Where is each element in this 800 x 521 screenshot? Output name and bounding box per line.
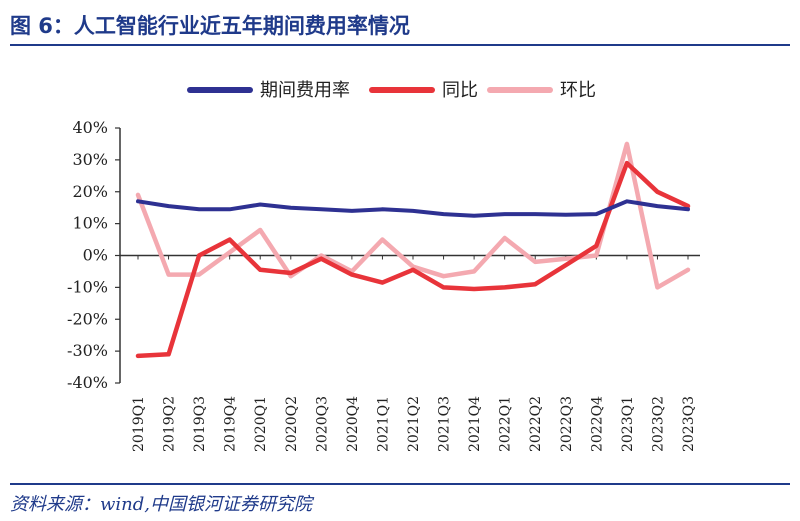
legend-label-3: 环比 xyxy=(560,80,596,101)
series-lines xyxy=(135,141,691,359)
x-tick-label: 2020Q4 xyxy=(345,396,361,452)
y-tick-label: 10% xyxy=(72,214,108,233)
source-note: 资料来源：wind,中国银河证券研究院 xyxy=(10,494,312,515)
x-tick-label: 2020Q1 xyxy=(253,396,269,452)
x-tick-label: 2023Q1 xyxy=(620,396,636,452)
x-tick-label: 2023Q3 xyxy=(681,396,697,452)
x-tick-label: 2021Q3 xyxy=(437,396,453,452)
legend-label-1: 期间费用率 xyxy=(260,80,350,101)
title-divider xyxy=(10,44,790,46)
y-tick-label: 40% xyxy=(72,118,108,137)
x-tick-label: 2021Q2 xyxy=(406,396,422,452)
series-line-1 xyxy=(136,199,690,218)
x-tick-label: 2022Q4 xyxy=(589,396,605,452)
source-divider xyxy=(10,483,790,485)
x-tick-label: 2021Q1 xyxy=(375,396,391,452)
x-tick-label: 2021Q4 xyxy=(467,396,483,452)
x-axis-ticks: 2019Q1 2019Q2 2019Q3 2019Q4 2020Q1 2020Q2 2020… xyxy=(131,255,697,452)
x-tick-label: 2022Q3 xyxy=(559,396,575,452)
x-tick-label: 2019Q3 xyxy=(192,396,208,452)
x-tick-label: 2022Q1 xyxy=(498,396,514,452)
y-tick-label: 0% xyxy=(83,246,108,265)
legend-label-2: 同比 xyxy=(442,80,478,101)
y-axis-ticks: 40% 30% 20% 10% 0% -10% -20% -30% -40% xyxy=(67,118,120,392)
chart-legend: 期间费用率 同比 环比 xyxy=(187,80,596,101)
y-tick-label: 20% xyxy=(72,182,108,201)
y-tick-label: -30% xyxy=(67,341,108,360)
x-tick-label: 2019Q2 xyxy=(162,396,178,452)
x-tick-label: 2020Q3 xyxy=(314,396,330,452)
x-tick-label: 2019Q4 xyxy=(223,396,239,452)
chart-title: 图 6：人工智能行业近五年期间费用率情况 xyxy=(10,14,410,38)
chart-axes xyxy=(119,128,700,383)
x-tick-label: 2019Q1 xyxy=(131,396,147,452)
y-tick-label: 30% xyxy=(72,150,108,169)
y-tick-label: -20% xyxy=(67,309,108,328)
x-tick-label: 2022Q2 xyxy=(528,396,544,452)
y-tick-label: -40% xyxy=(67,373,108,392)
x-tick-label: 2020Q2 xyxy=(284,396,300,452)
series-line-3 xyxy=(135,141,691,290)
line-chart: 期间费用率 同比 环比 40% 30% 20% 10% 0% -10% -20% -30% -40%… xyxy=(67,80,700,452)
series-line-2 xyxy=(135,160,691,359)
x-tick-label: 2023Q2 xyxy=(650,396,666,452)
y-tick-label: -10% xyxy=(67,277,108,296)
